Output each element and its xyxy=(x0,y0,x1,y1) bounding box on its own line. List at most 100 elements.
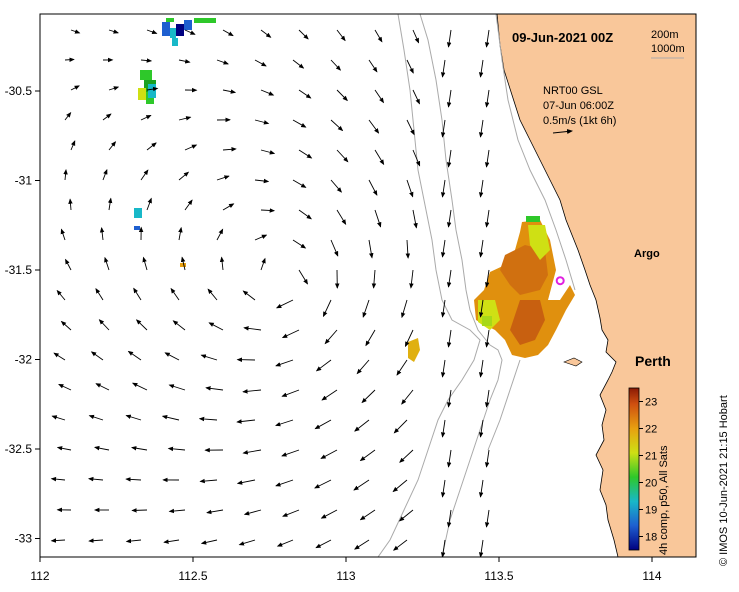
current-arrow xyxy=(184,144,198,151)
current-arrow xyxy=(371,269,377,289)
current-arrow xyxy=(484,149,490,168)
current-arrow xyxy=(392,479,408,493)
current-arrow xyxy=(178,59,191,64)
current-arrow xyxy=(405,239,411,259)
current-arrow xyxy=(446,389,452,408)
current-arrow xyxy=(88,414,104,421)
current-arrow xyxy=(478,179,484,198)
date-title: 09-Jun-2021 00Z xyxy=(512,30,613,45)
current-arrow xyxy=(131,446,148,451)
current-arrow xyxy=(142,256,148,271)
current-arrow xyxy=(359,449,376,462)
current-arrow xyxy=(95,287,104,301)
current-arrow xyxy=(353,479,370,491)
current-arrow xyxy=(478,419,484,438)
current-arrow xyxy=(440,59,446,78)
scale-arrow xyxy=(552,129,573,135)
current-arrow xyxy=(281,449,300,457)
current-arrow xyxy=(446,509,452,528)
current-arrow xyxy=(260,89,275,96)
current-arrow xyxy=(140,169,149,181)
current-arrow xyxy=(200,539,218,545)
credit-text: © IMOS 10-Jun-2021 21:15 Hobart xyxy=(718,395,730,566)
current-arrow xyxy=(374,149,385,166)
current-arrow xyxy=(98,319,110,331)
current-arrow xyxy=(70,140,76,151)
x-tick-label: 113 xyxy=(336,569,355,583)
current-arrow xyxy=(406,179,414,198)
current-arrow xyxy=(254,178,270,184)
current-arrow xyxy=(180,256,186,271)
contour-inner xyxy=(495,14,576,291)
current-arrow xyxy=(206,509,224,515)
current-arrow xyxy=(282,509,300,517)
current-arrow xyxy=(178,116,192,121)
current-arrow xyxy=(51,415,66,421)
current-arrow xyxy=(398,509,414,522)
current-arrow xyxy=(298,209,312,220)
current-arrow xyxy=(200,354,218,361)
y-tick-label: -33 xyxy=(15,532,33,546)
current-arrow xyxy=(125,538,142,544)
current-arrow xyxy=(393,419,408,434)
current-arrow xyxy=(281,329,300,339)
y-tick-label: -31.5 xyxy=(5,263,33,277)
current-arrow xyxy=(161,415,180,421)
current-arrow xyxy=(368,59,378,73)
current-arrow xyxy=(178,226,183,241)
current-arrow xyxy=(440,419,446,438)
current-arrow xyxy=(336,209,347,225)
current-arrow xyxy=(99,227,105,241)
current-arrow xyxy=(107,197,113,211)
current-arrow xyxy=(392,539,408,551)
current-arrow xyxy=(399,449,414,463)
current-arrow xyxy=(330,179,342,193)
current-arrow xyxy=(125,414,142,421)
current-arrow xyxy=(216,59,229,65)
current-arrow xyxy=(242,449,262,455)
current-arrow xyxy=(401,299,408,319)
current-arrow xyxy=(50,538,66,543)
current-arrow xyxy=(330,119,344,132)
colorbar-tick-label: 21 xyxy=(645,451,657,463)
scale-label: 0.5m/s (1kt 6h) xyxy=(543,115,616,127)
contour-label-200m: 200m xyxy=(651,29,679,41)
current-arrow xyxy=(298,269,308,285)
current-arrow xyxy=(374,209,382,228)
current-arrow xyxy=(140,58,153,63)
current-arrow xyxy=(336,149,349,163)
contour-label-1000m: 1000m xyxy=(651,43,685,55)
current-arrow xyxy=(242,290,256,301)
current-arrow xyxy=(64,57,75,62)
current-arrow xyxy=(58,383,72,391)
current-arrow xyxy=(64,111,72,121)
y-tick-label: -31 xyxy=(15,174,33,188)
current-arrow xyxy=(440,539,446,557)
current-arrow xyxy=(446,449,452,468)
current-arrow xyxy=(356,359,370,375)
current-arrow xyxy=(146,29,158,35)
sst-patch-coastal xyxy=(408,216,575,362)
current-arrow xyxy=(478,119,484,138)
current-arrow xyxy=(298,89,312,99)
current-arrow xyxy=(336,29,346,42)
current-arrow xyxy=(275,299,294,309)
current-arrow xyxy=(440,119,446,138)
current-arrow xyxy=(484,449,490,468)
current-arrow xyxy=(404,329,414,348)
current-arrow xyxy=(68,198,73,211)
current-arrow xyxy=(216,228,224,241)
current-arrow xyxy=(219,256,225,271)
current-arrow xyxy=(446,329,452,348)
colorbar-tick-label: 22 xyxy=(645,424,657,436)
current-arrow xyxy=(243,326,262,331)
current-arrow xyxy=(216,175,230,181)
current-arrow xyxy=(222,89,237,94)
y-axis: -30.5 -31 -31.5 -32 -32.5 -33 xyxy=(5,84,40,546)
current-arrow xyxy=(314,479,332,489)
current-arrow xyxy=(60,320,72,331)
current-arrow xyxy=(354,539,370,550)
current-arrow xyxy=(292,179,307,188)
current-arrow xyxy=(260,208,276,213)
